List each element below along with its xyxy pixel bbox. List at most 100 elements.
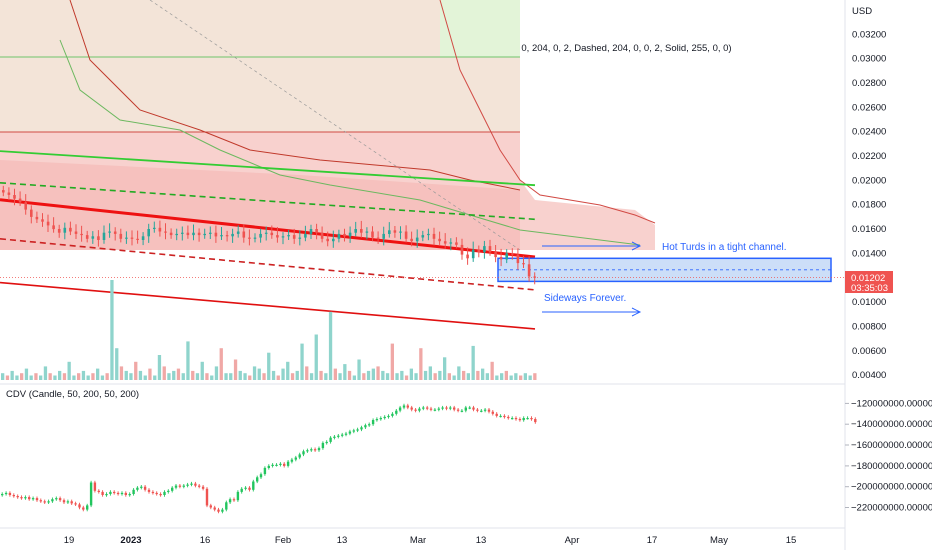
cdv-candle — [426, 407, 429, 409]
cdv-candle — [483, 409, 487, 411]
price-candle — [404, 231, 408, 239]
tight-channel-box[interactable] — [0, 257, 845, 283]
cdv-candle — [140, 486, 143, 488]
price-candle — [315, 229, 318, 233]
price-candle — [438, 238, 441, 242]
volume-bar — [443, 357, 447, 380]
volume-bar — [447, 373, 451, 380]
cdv-candle — [317, 448, 321, 451]
volume-bar — [39, 375, 43, 380]
price-candle — [220, 235, 223, 237]
volume-bar — [347, 370, 352, 380]
cdv-axis[interactable]: −120000000.00000 −140000000.00000 −1600000… — [845, 398, 932, 514]
cdv-candle — [109, 491, 112, 494]
price-candle — [281, 236, 285, 238]
bar-countdown: 03:35:03 — [851, 283, 888, 294]
price-axis[interactable]: USD 0.03200 0.03000 0.02800 0.02600 0.02400 0… — [845, 6, 893, 381]
cdv-candle — [294, 457, 297, 460]
volume-bar — [195, 373, 200, 380]
cdv-candle — [445, 407, 448, 409]
price-candle — [57, 229, 61, 233]
volume-bar — [371, 368, 375, 380]
price-candle — [41, 219, 44, 222]
volume-bar — [10, 370, 14, 380]
price-candle — [399, 231, 402, 233]
cdv-legend[interactable]: CDV (Candle, 50, 200, 50, 200) — [6, 389, 140, 400]
volume-bar — [119, 366, 124, 380]
annotation-channel[interactable]: Hot Turds in a tight channel. — [542, 241, 787, 253]
cdv-candle — [143, 486, 147, 490]
cdv-candle — [310, 449, 313, 451]
volume-bar — [43, 366, 48, 380]
cdv-candle — [151, 491, 155, 494]
price-tick-label: 0.03000 — [852, 54, 886, 65]
cdv-candle — [499, 415, 502, 418]
time-tick-label: Mar — [410, 535, 426, 546]
price-candle — [365, 231, 369, 233]
volume-bar — [248, 375, 252, 380]
volume-bar — [409, 368, 413, 380]
price-candle — [225, 235, 229, 237]
volume-bar — [328, 311, 333, 380]
price-candle — [415, 237, 419, 242]
volume-bar — [172, 370, 176, 380]
volume-bar — [385, 373, 390, 380]
cdv-candle — [47, 501, 50, 503]
price-candle — [332, 238, 335, 242]
volume-bar — [428, 366, 432, 380]
sideways-note-text: Sideways Forever. — [544, 293, 626, 304]
cdv-candle — [105, 494, 108, 496]
cdv-candle — [116, 492, 120, 495]
price-candle — [214, 232, 218, 237]
cdv-candle — [205, 488, 209, 506]
cdv-candle — [279, 463, 282, 465]
price-candle — [169, 232, 173, 236]
volume-bar — [519, 375, 523, 380]
cdv-candle — [360, 427, 363, 430]
price-candle — [197, 232, 201, 236]
price-candle — [309, 229, 313, 234]
price-tick-label: 0.02800 — [852, 78, 886, 89]
cdv-candle — [290, 459, 294, 462]
cdv-candle — [437, 408, 440, 410]
volume-bar — [210, 375, 214, 380]
annotation-sideways[interactable]: Sideways Forever. — [542, 293, 642, 317]
price-candle — [270, 232, 274, 236]
volume-bar — [20, 373, 24, 380]
cdv-candle — [534, 419, 537, 423]
volume-bar — [509, 375, 513, 380]
cdv-candle — [286, 461, 290, 466]
cdv-candle — [39, 500, 42, 502]
volume-bar — [309, 373, 314, 380]
volume-bar — [528, 375, 532, 380]
volume-bar — [34, 373, 38, 380]
volume-bar — [452, 375, 456, 380]
volume-bar — [324, 373, 328, 380]
time-axis[interactable]: 19 2023 16 Feb 13 Mar 13 Apr 17 May 15 — [64, 535, 797, 546]
cdv-candle — [89, 482, 93, 506]
time-tick-label: 19 — [64, 535, 75, 546]
price-candle — [421, 235, 425, 238]
price-candle — [499, 257, 503, 260]
cdv-candle — [178, 485, 182, 487]
volume-bar — [343, 364, 347, 380]
cdv-tick-label: −140000000.00000 — [851, 419, 932, 430]
volume-bar — [110, 280, 114, 380]
price-candle — [264, 232, 268, 234]
volume-bar — [181, 373, 185, 380]
volume-bar — [290, 373, 295, 380]
cdv-candle — [495, 413, 498, 416]
price-candle — [175, 233, 178, 236]
price-candle — [354, 229, 357, 233]
volume-bar — [481, 368, 485, 380]
price-candle — [35, 216, 39, 220]
price-candle — [298, 237, 302, 239]
time-tick-label: Apr — [565, 535, 580, 546]
price-candle — [477, 249, 481, 253]
cdv-tick-label: −200000000.00000 — [851, 482, 932, 493]
volume-bar — [100, 375, 105, 380]
cdv-tick-label: −160000000.00000 — [851, 440, 932, 451]
volume-bars — [1, 280, 537, 380]
price-candle — [108, 231, 111, 233]
